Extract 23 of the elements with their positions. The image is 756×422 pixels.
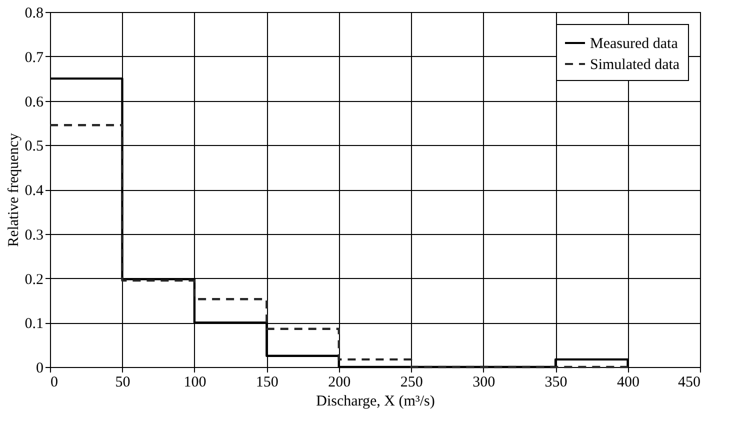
legend-label: Simulated data [590, 57, 680, 73]
y-tick-label: 0.6 [24, 94, 44, 110]
x-tick-label: 350 [544, 374, 568, 390]
x-tick-label: 100 [184, 374, 206, 390]
x-tick-label: 250 [400, 374, 423, 390]
y-tick-label: 0.1 [24, 316, 44, 332]
x-tick-label: 150 [256, 374, 278, 390]
legend-label: Measured data [590, 36, 678, 52]
x-tick-label: 300 [472, 374, 496, 390]
x-tick-label: 450 [678, 374, 700, 390]
y-tick-label: 0.7 [24, 50, 44, 66]
y-tick-label: 0 [36, 360, 44, 376]
y-tick-label: 0.4 [24, 183, 44, 199]
x-tick-label: 400 [617, 374, 640, 390]
y-tick-label: 0.2 [24, 272, 44, 288]
x-tick-label: 0 [50, 374, 58, 390]
y-tick-label: 0.5 [24, 138, 44, 155]
y-tick-label: 0.8 [24, 6, 44, 22]
x-tick-label: 50 [115, 374, 130, 390]
y-tick-label: 0.3 [24, 227, 44, 244]
x-tick-label: 200 [328, 374, 351, 390]
y-axis-title: Relative frequency [6, 132, 22, 247]
x-axis-title: Discharge, X (m³/s) [316, 394, 435, 410]
